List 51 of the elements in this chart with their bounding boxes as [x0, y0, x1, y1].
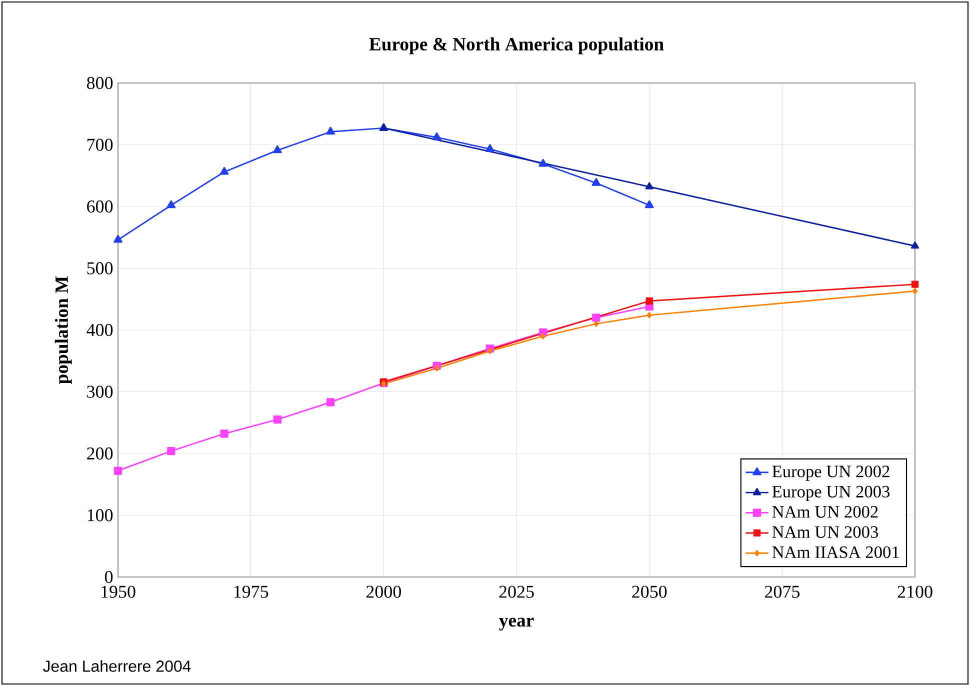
y-tick-label: 400	[86, 324, 113, 336]
y-tick-label: 600	[87, 200, 113, 213]
y-tick-label: 200	[87, 447, 113, 460]
chart-title: Europe & North America population	[369, 37, 664, 54]
point	[326, 126, 335, 135]
point	[434, 365, 440, 372]
point	[592, 314, 600, 322]
point	[538, 158, 548, 167]
point	[326, 398, 335, 406]
point	[114, 466, 122, 475]
x-tick-label: 2000	[366, 586, 401, 598]
point	[220, 430, 228, 438]
y-tick-label: 500	[87, 262, 113, 274]
point	[646, 312, 652, 318]
legend-label: NAm UN 2002	[772, 506, 878, 518]
y-tick-label: 100	[88, 509, 113, 522]
point	[166, 200, 176, 208]
point	[540, 333, 546, 340]
y-tick-label: 300	[87, 386, 113, 398]
point	[644, 200, 654, 208]
point	[167, 446, 176, 456]
point	[432, 132, 442, 140]
legend-label: Europe UN 2002	[772, 466, 890, 481]
point	[911, 280, 919, 288]
legend-label: NAm UN 2003	[772, 526, 878, 538]
point	[645, 182, 654, 190]
point	[114, 234, 122, 243]
y-tick-label: 700	[87, 138, 113, 151]
y-axis-title: population M	[54, 276, 72, 384]
x-tick-label: 2025	[499, 586, 534, 598]
x-tick-label: 2100	[898, 586, 932, 598]
point	[646, 297, 653, 305]
legend-label: Europe UN 2003	[772, 486, 890, 502]
y-tick-label: 800	[86, 76, 113, 90]
x-tick-label: 1975	[234, 586, 268, 598]
point	[594, 320, 599, 327]
point	[912, 288, 918, 294]
y-tick-label: 0	[104, 570, 113, 584]
point	[487, 348, 492, 354]
legend-label: NAm IIASA 2001	[772, 546, 899, 558]
text: Jean Laherrere 2004	[42, 660, 191, 672]
point	[910, 241, 920, 249]
point	[220, 166, 229, 175]
point	[592, 178, 601, 186]
x-tick-label: 1950	[102, 586, 136, 598]
x-tick-label: 2075	[764, 586, 800, 598]
point	[486, 144, 494, 152]
point	[272, 145, 282, 154]
x-axis-title: year	[499, 618, 534, 631]
point	[273, 415, 282, 424]
x-tick-label: 2050	[632, 586, 667, 598]
